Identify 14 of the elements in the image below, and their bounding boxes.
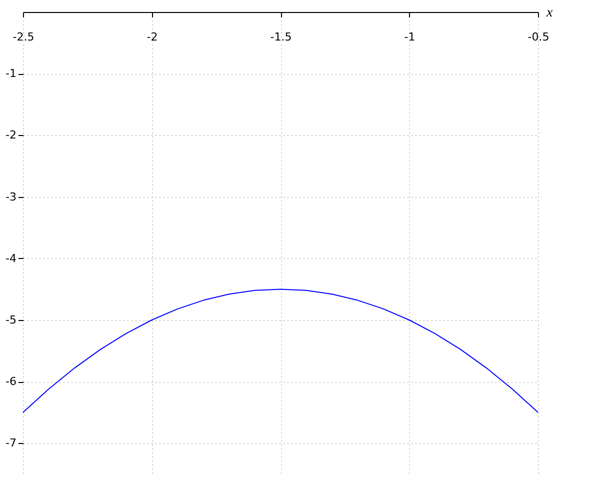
y-tick-label: -1 (6, 67, 16, 80)
line-series (22, 288, 538, 413)
y-tick-label: -6 (6, 375, 16, 388)
y-tick-label: -3 (6, 190, 16, 204)
y-tick-label: -4 (6, 252, 16, 265)
x-tick-label: -1 (404, 30, 416, 44)
x-tick-label: -2.5 (12, 30, 34, 44)
y-tick-label: -7 (6, 436, 16, 450)
y-tick-label: -2 (6, 128, 16, 142)
x-tick-label: -1.5 (270, 30, 292, 44)
x-axis-title: x (546, 6, 554, 20)
x-tick-label: -0.5 (528, 30, 550, 44)
x-tick-label: -2 (146, 30, 158, 44)
y-tick-label: -5 (6, 314, 16, 326)
